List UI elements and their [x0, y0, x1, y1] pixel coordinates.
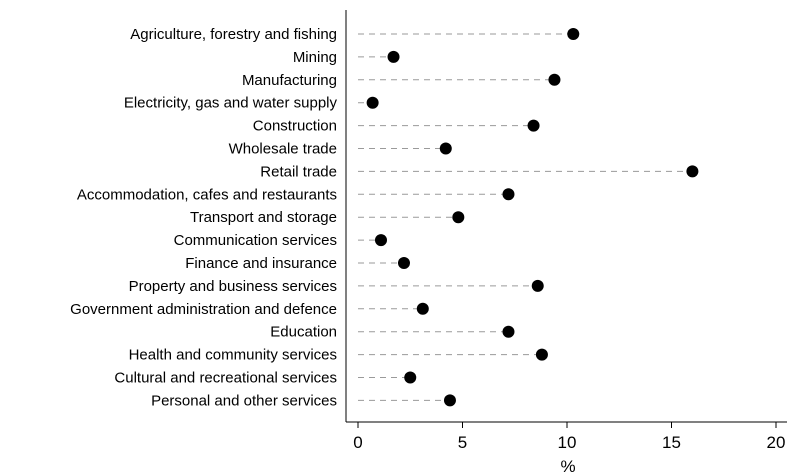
category-label: Finance and insurance	[185, 255, 337, 272]
x-tick-label: 20	[767, 433, 786, 452]
category-label: Construction	[253, 118, 337, 135]
data-point	[686, 165, 699, 178]
data-point	[404, 371, 417, 384]
category-label: Agriculture, forestry and fishing	[130, 26, 337, 43]
data-point	[502, 188, 515, 201]
data-point	[366, 96, 379, 109]
category-label: Communication services	[174, 232, 337, 249]
data-point	[387, 50, 400, 63]
category-label: Transport and storage	[190, 209, 337, 226]
data-point	[567, 28, 580, 40]
category-label: Government administration and defence	[70, 301, 337, 318]
category-label: Cultural and recreational services	[114, 370, 337, 387]
data-point	[535, 348, 548, 361]
x-axis-title: %	[560, 457, 575, 476]
category-label: Education	[270, 324, 337, 341]
category-label: Health and community services	[129, 347, 337, 364]
plot-frame	[345, 10, 787, 423]
data-point	[374, 234, 387, 247]
x-axis-ticks: 0 5 10 15 20	[353, 422, 785, 452]
category-label: Personal and other services	[151, 392, 337, 409]
category-label: Electricity, gas and water supply	[124, 95, 338, 112]
data-markers	[366, 28, 699, 407]
data-point	[548, 73, 561, 86]
data-point	[439, 142, 452, 155]
category-label: Property and business services	[129, 278, 337, 295]
category-label: Accommodation, cafes and restaurants	[77, 186, 337, 203]
category-label: Manufacturing	[242, 72, 337, 89]
data-point	[531, 279, 544, 292]
category-label: Mining	[293, 49, 337, 66]
leader-lines	[358, 33, 693, 401]
data-point	[452, 211, 465, 224]
x-tick-label: 0	[353, 433, 362, 452]
category-label: Wholesale trade	[229, 141, 337, 158]
category-labels: Agriculture, forestry and fishing Mining M…	[70, 26, 337, 409]
data-point	[416, 302, 429, 315]
category-label: Retail trade	[260, 163, 337, 180]
x-tick-label: 10	[558, 433, 577, 452]
x-tick-label: 15	[662, 433, 681, 452]
data-point	[527, 119, 540, 132]
x-tick-label: 5	[458, 433, 467, 452]
data-point	[502, 325, 515, 338]
data-point	[443, 394, 456, 407]
data-point	[397, 257, 410, 269]
